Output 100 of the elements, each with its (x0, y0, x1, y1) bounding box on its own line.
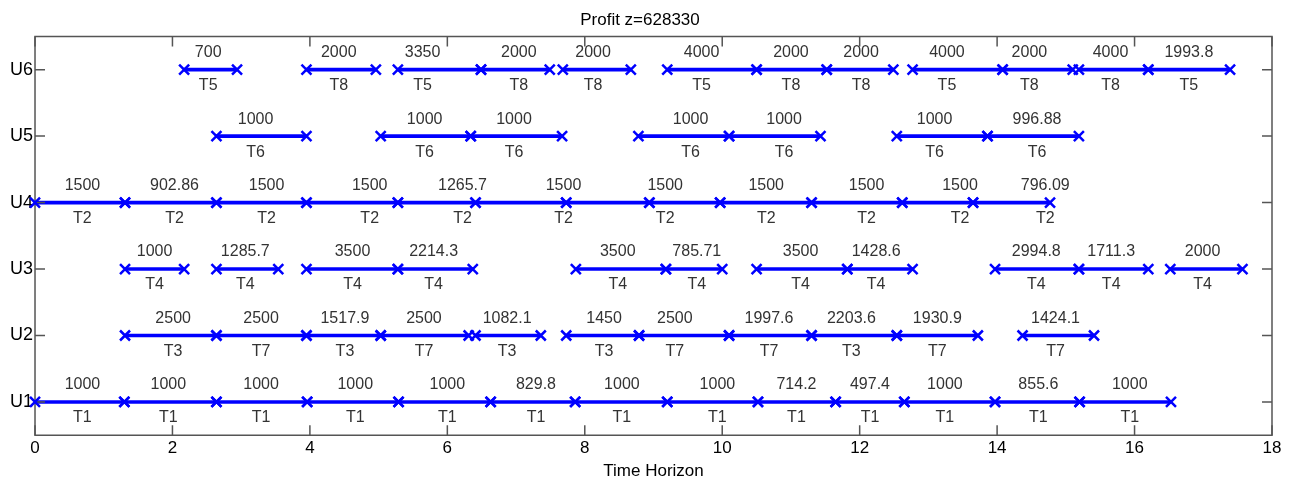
annotation: T1 (935, 408, 955, 426)
annotation: 4000 (683, 43, 720, 61)
bar (124, 400, 217, 404)
chart-title: Profit z=628330 (580, 9, 700, 29)
annotation: T7 (665, 341, 685, 359)
annotation: T2 (257, 208, 277, 226)
annotation: 2000 (773, 43, 809, 61)
annotation: 829.8 (515, 375, 557, 393)
annotation: 1500 (248, 175, 285, 193)
annotation: T4 (343, 275, 362, 293)
annotation: 3500 (334, 242, 371, 260)
annotation: 3350 (404, 43, 441, 61)
annotation: T1 (73, 408, 92, 426)
bar (666, 400, 759, 404)
annotation: T1 (438, 408, 457, 426)
annotation: T5 (692, 76, 712, 94)
annotation: T6 (1027, 142, 1047, 160)
bar (835, 400, 905, 404)
bar (216, 267, 279, 271)
bar (306, 267, 399, 271)
bar (575, 267, 667, 271)
x-tick-label: 10 (712, 438, 732, 458)
annotation: 2500 (657, 308, 693, 326)
annotation: T7 (414, 341, 434, 359)
annotation: T4 (1026, 275, 1046, 293)
bar (490, 400, 576, 404)
annotation: 1000 (672, 109, 709, 127)
annotation: T2 (857, 208, 876, 226)
bar (1078, 267, 1149, 271)
x-tick-label: 12 (850, 438, 870, 458)
annotation: T5 (937, 76, 957, 94)
y-tick-label: U5 (9, 125, 34, 146)
annotation: T6 (681, 142, 701, 160)
annotation: 1265.7 (437, 175, 488, 193)
annotation: T2 (950, 208, 970, 226)
annotation: 1000 (136, 242, 173, 260)
annotation: 3500 (782, 242, 819, 260)
annotation: 2214.3 (409, 242, 459, 260)
annotation: 1428.6 (851, 242, 901, 260)
bar (1079, 400, 1172, 404)
annotation: 855.6 (1018, 375, 1059, 393)
annotation: 1000 (337, 375, 374, 393)
annotation: T3 (163, 341, 183, 359)
annotation: 2000 (501, 43, 537, 61)
annotation: T8 (583, 76, 603, 94)
annotation: 1500 (545, 175, 582, 193)
annotation: 902.86 (150, 175, 200, 193)
annotation: T4 (1193, 275, 1213, 293)
annotation: T1 (1029, 408, 1048, 426)
annotation: 1000 (496, 109, 532, 127)
bar (638, 134, 730, 138)
annotation: 1285.7 (220, 242, 270, 260)
annotation: T8 (851, 76, 871, 94)
annotation: T1 (787, 408, 806, 426)
annotation: 2000 (575, 43, 611, 61)
x-tick-label: 14 (987, 438, 1007, 458)
annotation: 1000 (150, 375, 187, 393)
annotation: T6 (415, 142, 435, 160)
annotation: T1 (1120, 408, 1140, 426)
annotation: 2500 (406, 308, 442, 326)
x-tick-label: 8 (580, 438, 590, 458)
bar (470, 134, 563, 138)
annotation: 1711.3 (1087, 242, 1136, 260)
annotation: 1000 (429, 375, 466, 393)
annotation: 1997.6 (744, 308, 794, 326)
bar (904, 400, 996, 404)
annotation: T2 (165, 208, 184, 226)
y-tick-label: U6 (9, 58, 34, 79)
annotation: T4 (608, 275, 628, 293)
annotation: T3 (335, 341, 355, 359)
annotation: 1000 (766, 109, 802, 127)
annotation: T3 (497, 341, 517, 359)
annotation: 1500 (848, 175, 885, 193)
annotation: 1517.9 (320, 308, 370, 326)
annotation: 785.71 (672, 242, 722, 260)
y-tick-label: U2 (9, 324, 34, 345)
x-tick-label: 18 (1262, 438, 1282, 458)
annotation: T6 (774, 142, 794, 160)
annotation: T1 (612, 408, 632, 426)
annotation: 1993.8 (1164, 43, 1214, 61)
annotation: 1000 (243, 375, 279, 393)
bar (757, 400, 836, 404)
y-tick-label: U4 (9, 191, 34, 212)
bar (124, 267, 185, 271)
annotation: T7 (759, 341, 779, 359)
annotation: T1 (708, 408, 727, 426)
x-tick-label: 6 (442, 438, 453, 458)
annotation: T5 (198, 76, 218, 94)
annotation: T8 (509, 76, 529, 94)
annotation: T6 (246, 142, 266, 160)
x-tick-label: 4 (305, 438, 315, 458)
annotation: T2 (453, 208, 472, 226)
bar (665, 267, 723, 271)
annotation: 3500 (599, 242, 636, 260)
annotation: 2000 (843, 43, 879, 61)
annotation: T5 (413, 76, 433, 94)
bar (380, 134, 472, 138)
annotation: 2500 (155, 308, 192, 326)
annotation: 1500 (647, 175, 684, 193)
annotation: T4 (791, 275, 811, 293)
